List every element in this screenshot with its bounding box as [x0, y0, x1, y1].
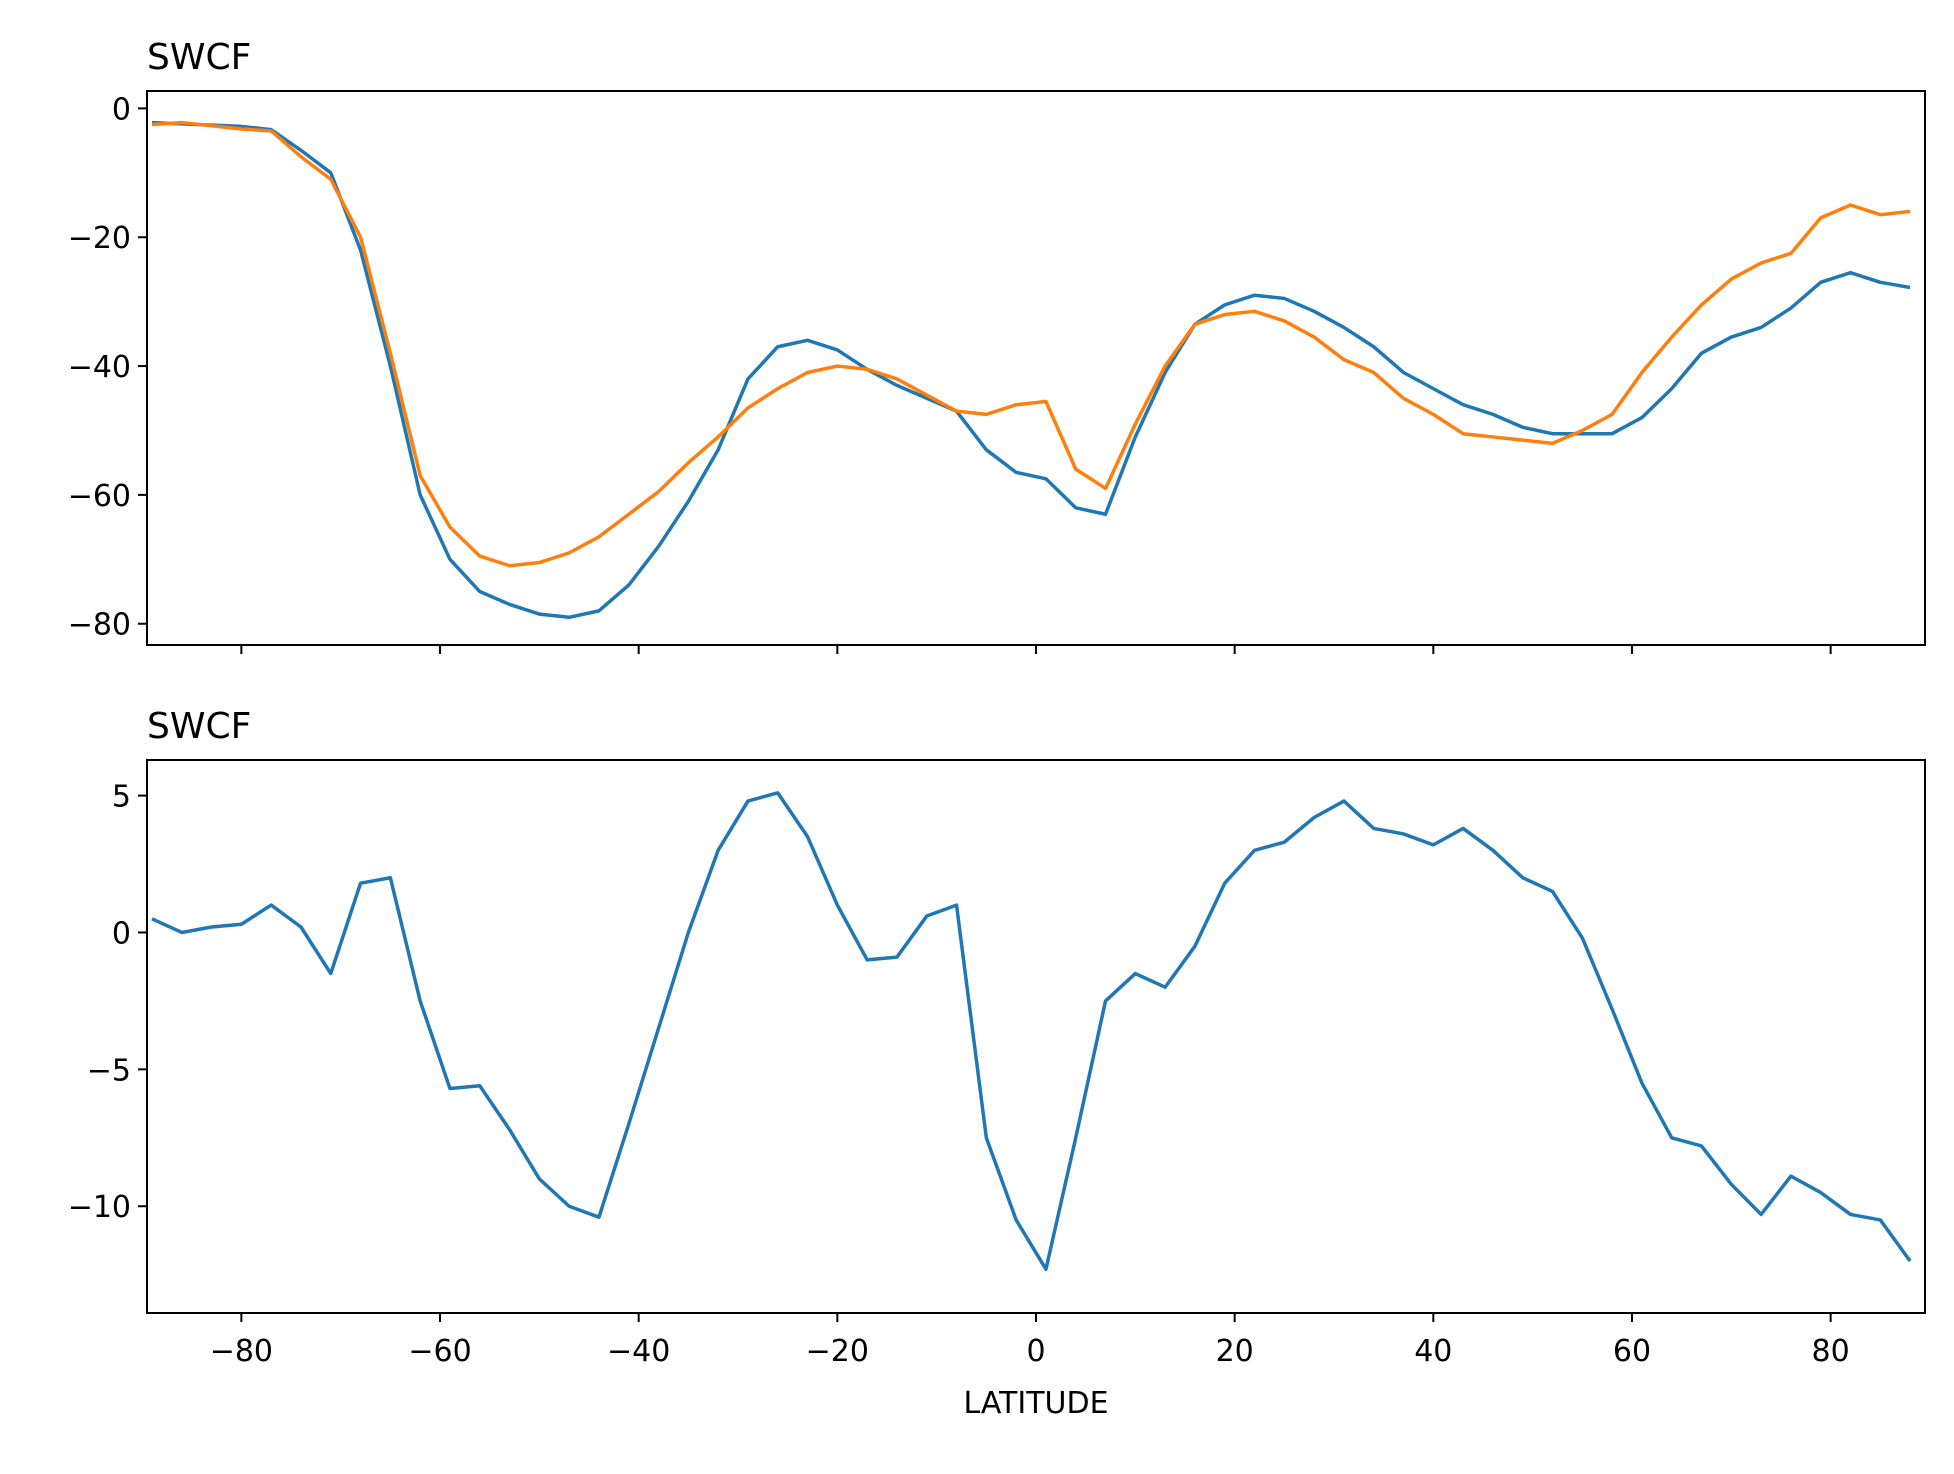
x-tick-label: 60 — [1613, 1334, 1651, 1369]
x-tick-label: 20 — [1216, 1334, 1254, 1369]
y-tick-label: −80 — [68, 608, 131, 643]
x-axis-label: LATITUDE — [963, 1386, 1108, 1421]
x-tick-label: −80 — [210, 1334, 273, 1369]
y-tick-label: −5 — [87, 1053, 131, 1088]
plot-frame — [146, 759, 1926, 1314]
x-tick-label: −60 — [408, 1334, 471, 1369]
y-tick-label: 5 — [112, 780, 131, 815]
y-tick-label: −40 — [68, 350, 131, 385]
y-tick-label: −10 — [68, 1190, 131, 1225]
y-tick-label: 0 — [112, 92, 131, 127]
data-line — [151, 791, 1912, 1271]
chart-title: SWCF — [147, 37, 251, 78]
data-line — [151, 120, 1911, 568]
x-tick-label: −20 — [806, 1334, 869, 1369]
x-tick-label: −40 — [607, 1334, 670, 1369]
y-tick-label: −20 — [68, 221, 131, 256]
plot-frame — [146, 90, 1926, 646]
x-tick-label: 0 — [1026, 1334, 1045, 1369]
x-tick-label: 80 — [1812, 1334, 1850, 1369]
y-tick-label: −60 — [68, 479, 131, 514]
x-tick-label: 40 — [1414, 1334, 1452, 1369]
data-line — [151, 120, 1911, 620]
y-tick-label: 0 — [112, 916, 131, 951]
chart-title: SWCF — [147, 706, 251, 747]
